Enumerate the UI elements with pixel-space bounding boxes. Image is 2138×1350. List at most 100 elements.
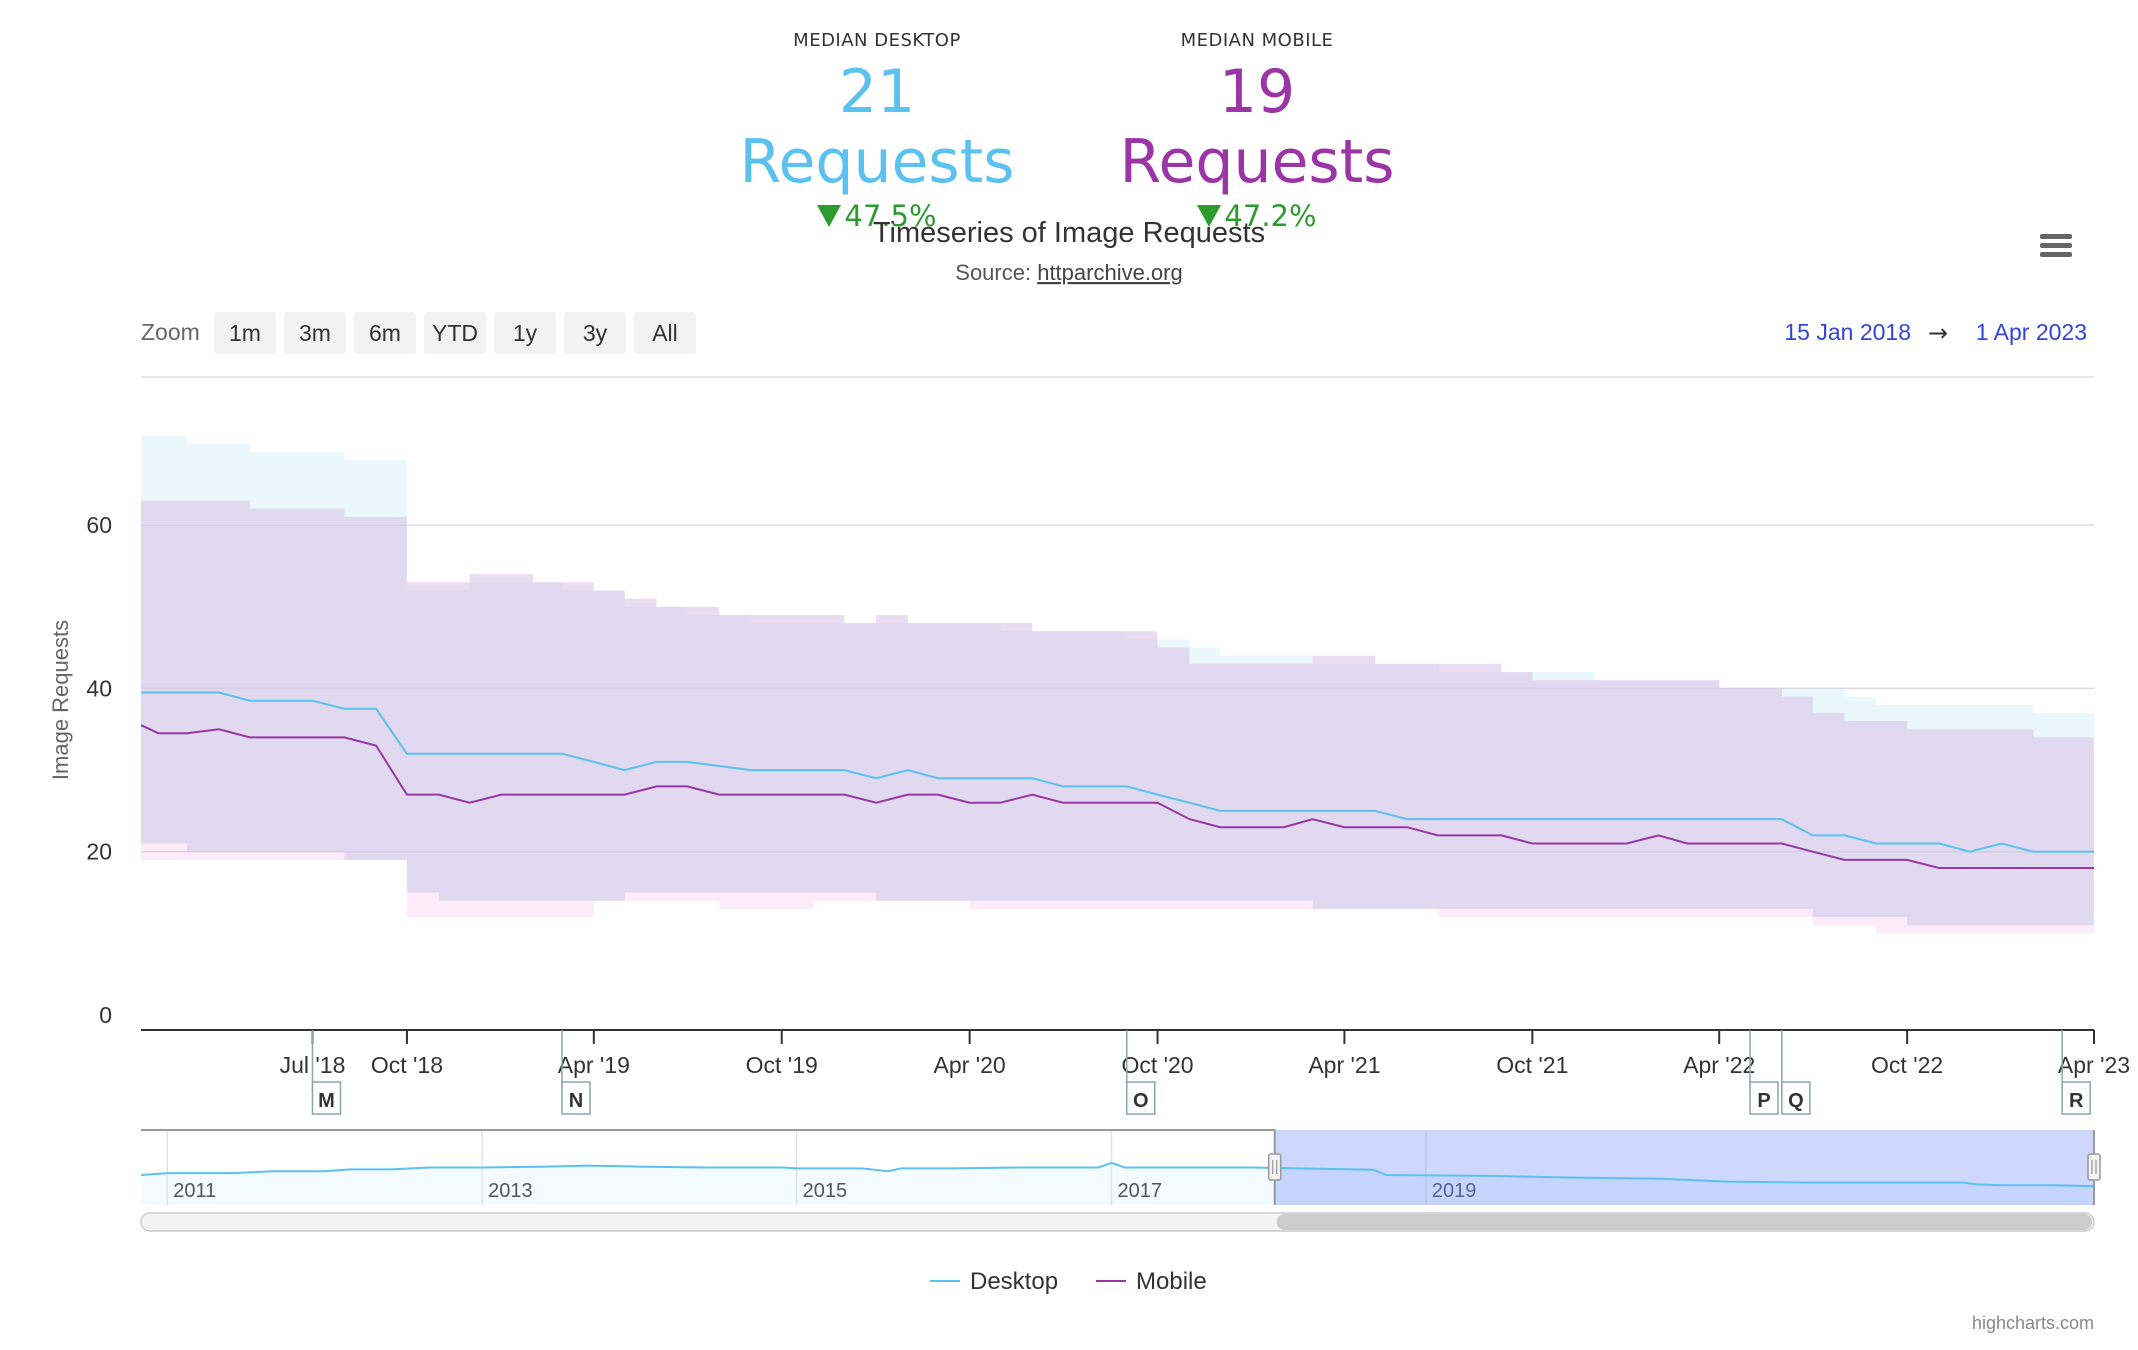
zoom-button-label: YTD: [432, 320, 478, 346]
flag-box: [311, 1081, 342, 1115]
range-arrow-icon: →: [1928, 319, 1948, 347]
flag-box: [1749, 1081, 1779, 1115]
median-mobile-value: 19 Requests: [1119, 57, 1395, 197]
y-tick-label: 60: [86, 512, 112, 538]
zoom-button-label: 1y: [513, 320, 538, 346]
desktop-band: [141, 435, 2094, 926]
desktop-line: [141, 691, 2094, 853]
x-tick-label: Oct '18: [371, 1052, 443, 1078]
chart-subtitle: Source: httparchive.org: [955, 260, 1182, 285]
flag-box: [2061, 1081, 2091, 1115]
legend-item-mobile[interactable]: Mobile: [1096, 1268, 1207, 1295]
x-tick-label: Oct '20: [1121, 1052, 1193, 1078]
zoom-button-bg: [494, 312, 556, 354]
median-desktop-value: 21 Requests: [739, 57, 1015, 197]
zoom-button-6m[interactable]: 6m: [354, 312, 416, 354]
zoom-button-bg: [424, 312, 486, 354]
navigator-year-label: 2019: [1432, 1180, 1477, 1202]
zoom-button-all[interactable]: All: [634, 312, 696, 354]
flag-label: N: [569, 1090, 583, 1112]
median-mobile-change-value: 47.2%: [1224, 199, 1317, 233]
flag-label: M: [318, 1090, 335, 1112]
legend: Desktop Mobile: [930, 1268, 1207, 1295]
median-mobile-metric: MEDIAN MOBILE 19 Requests 47.2%: [1087, 30, 1427, 233]
median-mobile-label: MEDIAN MOBILE: [1180, 30, 1334, 51]
flag-q[interactable]: Q: [1781, 1030, 1811, 1115]
subtitle-prefix: Source:: [955, 260, 1037, 285]
navigator-line: [140, 1161, 2095, 1188]
navigator-area: [141, 1162, 2094, 1205]
y-axis: 0 20 40 60: [86, 512, 112, 1028]
flag-p[interactable]: P: [1749, 1030, 1779, 1115]
flag-box: [1781, 1081, 1811, 1115]
flag-m[interactable]: M: [311, 1030, 342, 1115]
median-desktop-change-value: 47.5%: [844, 199, 937, 233]
median-mobile-change: 47.2%: [1087, 199, 1427, 233]
x-tick-label: Oct '19: [746, 1052, 818, 1078]
flag-label: Q: [1788, 1090, 1804, 1112]
flag-n[interactable]: N: [561, 1030, 591, 1115]
y-tick-label: 20: [86, 839, 112, 865]
date-range-inputs: 15 Jan 2018 → 1 Apr 2023: [1784, 319, 2087, 347]
source-link[interactable]: httparchive.org: [1037, 260, 1183, 285]
mobile-band: [141, 500, 2094, 934]
zoom-button-3m[interactable]: 3m: [284, 312, 346, 354]
zoom-label: Zoom: [141, 319, 200, 345]
median-desktop-change: 47.5%: [712, 199, 1042, 233]
range-selector: Zoom 1m 3m 6m YTD 1y 3y All: [141, 312, 696, 354]
x-tick-label: Apr '23: [2058, 1052, 2130, 1078]
zoom-button-ytd[interactable]: YTD: [424, 312, 486, 354]
zoom-button-1m[interactable]: 1m: [214, 312, 276, 354]
overlap-band: [141, 500, 2094, 926]
x-tick-label: Oct '21: [1496, 1052, 1568, 1078]
navigator-handle-left[interactable]: [1267, 1153, 1282, 1181]
flag-o[interactable]: O: [1125, 1030, 1156, 1115]
range-from-input[interactable]: 15 Jan 2018: [1784, 319, 1911, 345]
mobile-line: [140, 724, 2094, 869]
zoom-button-label: 6m: [369, 320, 401, 346]
x-axis: Jul '18 Oct '18 Apr '19 Oct '19 Apr '20 Oct '…: [141, 1029, 2130, 1078]
down-triangle-icon: [1197, 205, 1222, 227]
median-desktop-label: MEDIAN DESKTOP: [793, 30, 961, 51]
flag-box: [561, 1081, 591, 1115]
hamburger-menu-icon[interactable]: [2036, 230, 2076, 264]
y-axis-title: Image Requests: [48, 620, 73, 780]
navigator-handle-right[interactable]: [2087, 1153, 2101, 1181]
y-tick-label: 0: [99, 1002, 112, 1028]
down-triangle-icon: [817, 205, 842, 227]
flag-label: R: [2069, 1090, 2084, 1112]
zoom-button-3y[interactable]: 3y: [564, 312, 626, 354]
navigator: 2011 2013 2015 2017 2019: [140, 1129, 2101, 1232]
handle-grip: [1267, 1153, 1282, 1181]
zoom-button-bg: [284, 312, 346, 354]
median-desktop-metric: MEDIAN DESKTOP 21 Requests 47.5%: [712, 30, 1042, 233]
credits-link[interactable]: highcharts.com: [1972, 1313, 2094, 1333]
scrollbar-thumb[interactable]: [1276, 1214, 2092, 1230]
flag-label: P: [1757, 1090, 1770, 1112]
x-tick-label: Apr '21: [1308, 1052, 1380, 1078]
flag-r[interactable]: R: [2061, 1030, 2091, 1115]
navigator-year-label: 2013: [488, 1180, 532, 1202]
flag-label: O: [1133, 1090, 1149, 1112]
zoom-button-bg: [634, 312, 696, 354]
zoom-button-1y[interactable]: 1y: [494, 312, 556, 354]
x-tick-label: Apr '20: [934, 1052, 1006, 1078]
zoom-button-bg: [564, 312, 626, 354]
range-to-input[interactable]: 1 Apr 2023: [1976, 319, 2087, 345]
zoom-button-bg: [214, 312, 276, 354]
navigator-year-label: 2015: [803, 1180, 848, 1202]
navigator-year-label: 2011: [173, 1180, 216, 1202]
navigator-selection[interactable]: [1274, 1130, 2094, 1205]
zoom-button-bg: [354, 312, 416, 354]
x-tick-label: Apr '22: [1683, 1052, 1755, 1078]
y-tick-label: 40: [86, 675, 112, 701]
y-grid: [141, 524, 2094, 853]
legend-item-desktop[interactable]: Desktop: [930, 1268, 1058, 1295]
legend-label: Mobile: [1136, 1268, 1207, 1295]
handle-grip: [2087, 1153, 2101, 1181]
zoom-button-label: 3m: [299, 320, 331, 346]
chart-title: Timeseries of Image Requests: [873, 217, 1265, 249]
zoom-button-label: 1m: [229, 320, 261, 346]
